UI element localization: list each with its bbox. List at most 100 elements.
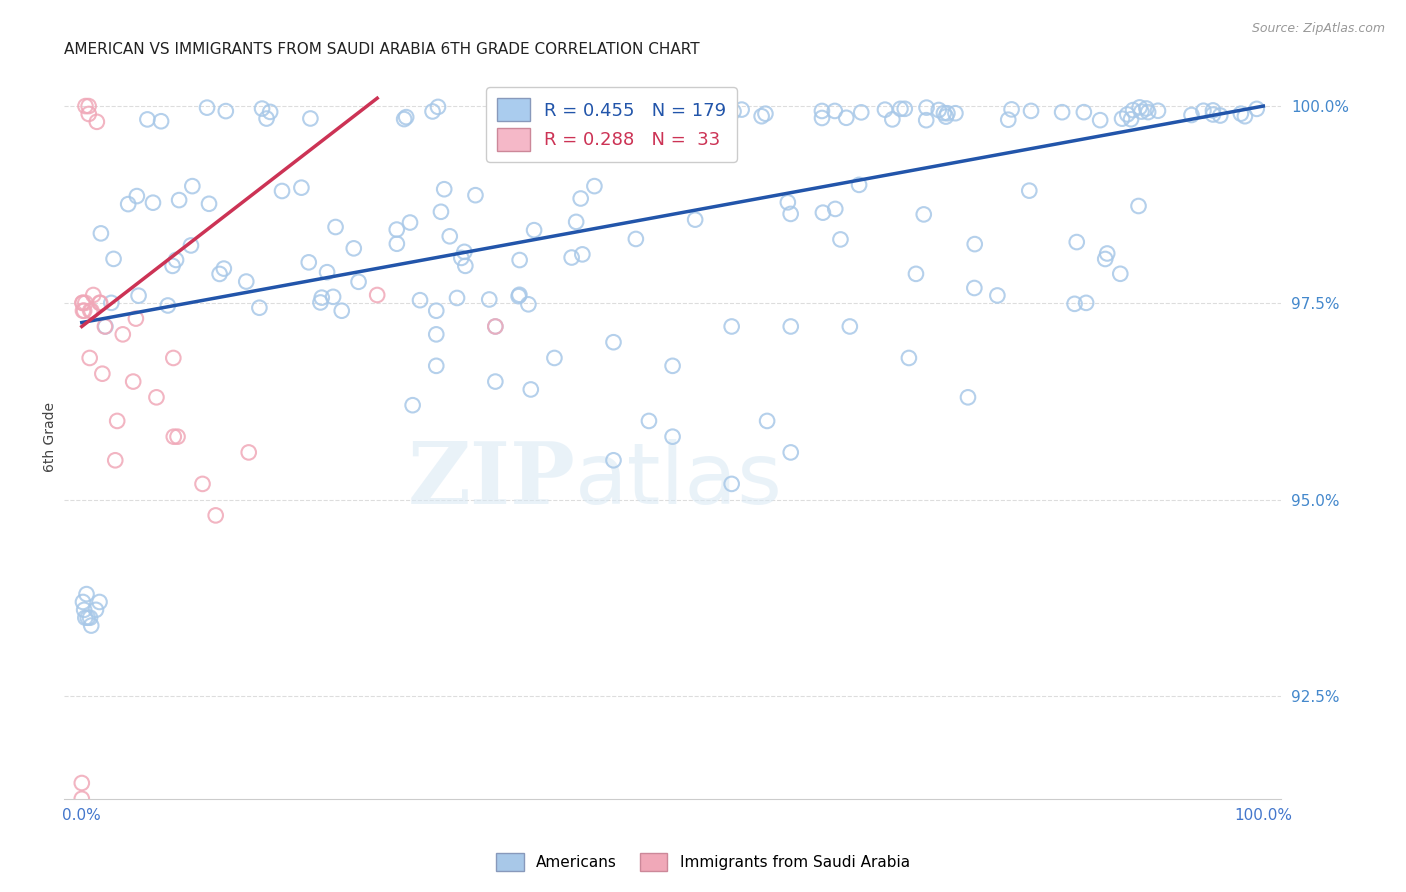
Point [422, 104, 444, 119]
Point [561, 251, 583, 265]
Point [915, 113, 938, 128]
Point [75, 296, 97, 310]
Point [385, 222, 408, 236]
Point [72, 595, 94, 609]
Point [347, 275, 370, 289]
Point [779, 445, 801, 459]
Point [72, 303, 94, 318]
Point [1073, 105, 1095, 120]
Point [125, 189, 148, 203]
Point [1129, 100, 1152, 114]
Point [1000, 103, 1022, 117]
Point [91, 367, 114, 381]
Point [238, 445, 260, 459]
Point [75, 611, 97, 625]
Point [167, 193, 190, 207]
Point [484, 319, 506, 334]
Point [904, 267, 927, 281]
Point [70, 776, 93, 790]
Point [1192, 103, 1215, 118]
Point [1088, 113, 1111, 128]
Point [997, 112, 1019, 127]
Point [624, 232, 647, 246]
Point [156, 298, 179, 312]
Point [165, 252, 187, 267]
Point [399, 215, 422, 229]
Point [700, 103, 723, 117]
Point [1018, 184, 1040, 198]
Point [824, 202, 846, 216]
Point [298, 255, 321, 269]
Point [720, 476, 742, 491]
Point [548, 111, 571, 125]
Point [204, 508, 226, 523]
Point [330, 303, 353, 318]
Point [105, 414, 128, 428]
Point [142, 195, 165, 210]
Point [247, 301, 270, 315]
Point [181, 179, 204, 194]
Point [104, 453, 127, 467]
Point [425, 327, 447, 342]
Point [215, 104, 238, 119]
Point [195, 101, 218, 115]
Point [198, 196, 221, 211]
Point [80, 303, 103, 318]
Point [491, 103, 513, 117]
Point [450, 251, 472, 265]
Point [212, 261, 235, 276]
Point [523, 223, 546, 237]
Point [145, 390, 167, 404]
Point [166, 430, 188, 444]
Point [509, 253, 531, 268]
Point [325, 220, 347, 235]
Point [1180, 108, 1202, 122]
Point [520, 383, 543, 397]
Point [100, 296, 122, 310]
Point [484, 319, 506, 334]
Point [180, 238, 202, 252]
Point [125, 311, 148, 326]
Point [136, 112, 159, 127]
Point [163, 430, 186, 444]
Point [848, 178, 870, 192]
Point [271, 184, 294, 198]
Point [835, 111, 858, 125]
Point [366, 288, 388, 302]
Point [882, 112, 904, 127]
Point [693, 108, 716, 122]
Point [897, 351, 920, 365]
Point [256, 112, 278, 126]
Point [79, 303, 101, 318]
Point [309, 295, 332, 310]
Point [76, 587, 98, 601]
Point [576, 103, 599, 118]
Point [1116, 107, 1139, 121]
Point [688, 111, 710, 125]
Point [89, 296, 111, 310]
Point [935, 110, 957, 124]
Point [1122, 103, 1144, 117]
Point [80, 618, 103, 632]
Point [103, 252, 125, 266]
Point [723, 104, 745, 119]
Point [610, 110, 633, 124]
Point [90, 227, 112, 241]
Legend: R = 0.455   N = 179, R = 0.288   N =  33: R = 0.455 N = 179, R = 0.288 N = 33 [486, 87, 737, 161]
Point [1119, 112, 1142, 127]
Point [1066, 235, 1088, 249]
Text: Source: ZipAtlas.com: Source: ZipAtlas.com [1251, 22, 1385, 36]
Point [1246, 102, 1268, 116]
Point [79, 351, 101, 365]
Point [533, 100, 555, 114]
Point [565, 215, 588, 229]
Point [1202, 107, 1225, 121]
Point [73, 603, 96, 617]
Point [956, 390, 979, 404]
Point [893, 102, 915, 116]
Y-axis label: 6th Grade: 6th Grade [44, 401, 58, 472]
Point [571, 247, 593, 261]
Point [508, 287, 530, 301]
Point [75, 99, 97, 113]
Point [1130, 104, 1153, 119]
